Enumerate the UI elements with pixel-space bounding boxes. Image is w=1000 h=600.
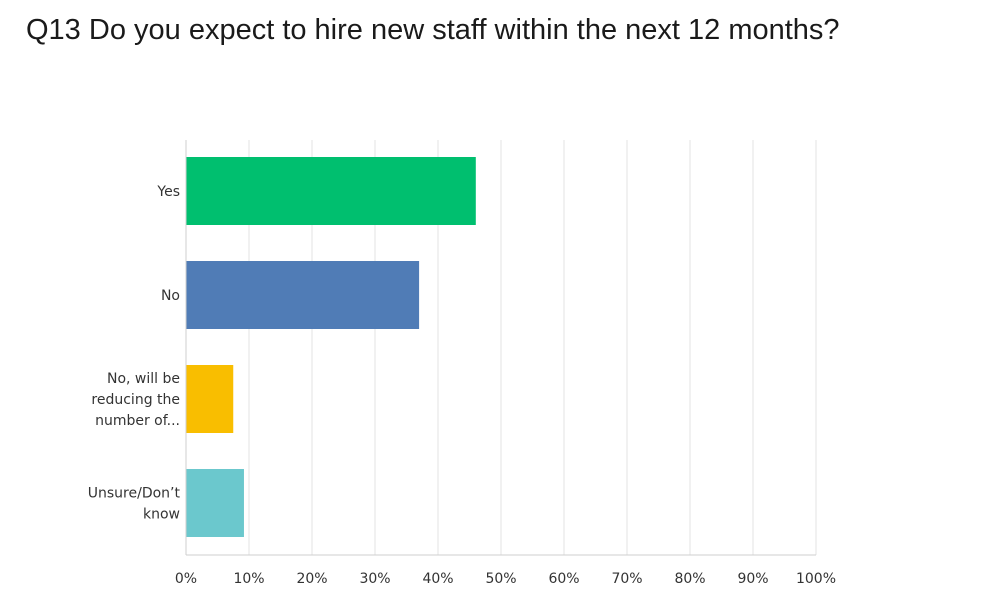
x-tick-label: 30%	[359, 571, 390, 587]
category-labels: Yes No No, will be reducing the number of...…	[88, 184, 181, 523]
x-tick-label: 40%	[422, 571, 453, 587]
chart-title: Q13 Do you expect to hire new staff with…	[26, 14, 840, 46]
bar	[186, 261, 420, 329]
bar	[186, 365, 234, 433]
x-tick-label: 60%	[548, 571, 579, 587]
x-tick-label: 90%	[737, 571, 768, 587]
x-tick-label: 0%	[175, 571, 197, 587]
bar	[186, 469, 244, 537]
x-tick-label: 20%	[296, 571, 327, 587]
x-axis: 0% 10% 20% 30% 40% 50% 60% 70% 80% 90% 100%	[175, 140, 836, 587]
category-label: No	[161, 288, 180, 304]
x-tick-label: 80%	[674, 571, 705, 587]
x-tick-label: 10%	[233, 571, 264, 587]
bar	[186, 157, 476, 225]
category-label: Yes	[156, 184, 180, 200]
x-tick-label: 100%	[796, 571, 836, 587]
x-tick-label: 50%	[485, 571, 516, 587]
category-label: Unsure/Don’t know	[88, 486, 181, 523]
bars	[186, 157, 476, 537]
category-label: No, will be reducing the number of...	[91, 371, 180, 429]
x-tick-label: 70%	[611, 571, 642, 587]
